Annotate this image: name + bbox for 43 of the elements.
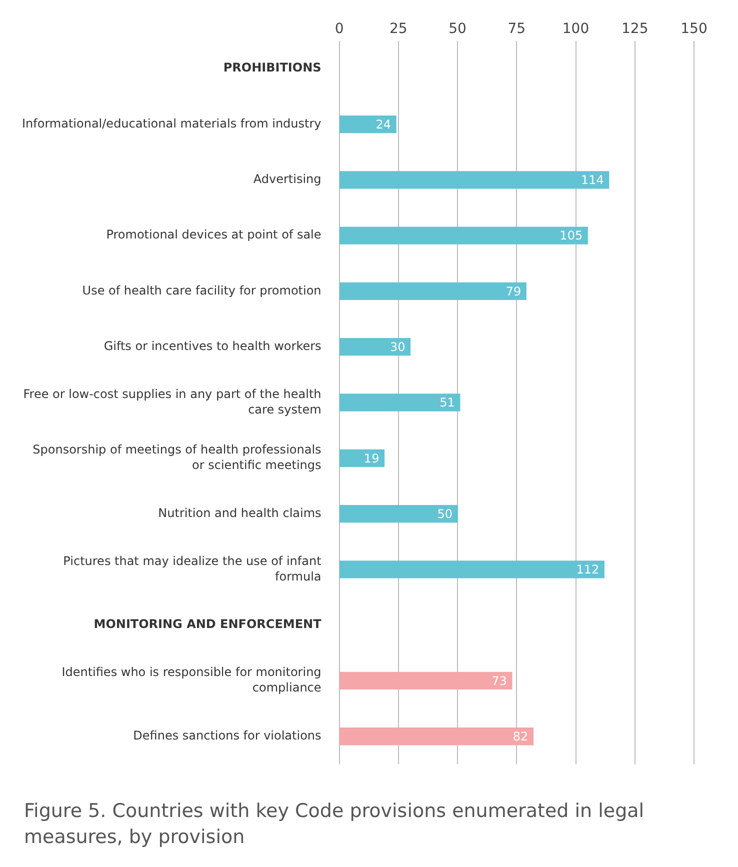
x-tick-label: 100	[562, 21, 590, 38]
y-tick-label: Identifies who is responsible for monitoring compliance	[62, 665, 322, 695]
data-label: 30	[390, 340, 406, 354]
x-tick-label: 50	[448, 21, 466, 38]
x-tick-label: 0	[334, 21, 344, 38]
x-tick-label: 150	[680, 21, 708, 38]
bar	[339, 338, 411, 356]
y-tick-label: Sponsorship of meetings of health professionals or scientific meetings	[32, 442, 322, 472]
data-label: 73	[492, 674, 507, 688]
bar	[339, 115, 396, 134]
data-label: 79	[506, 284, 522, 298]
y-tick-label: Use of health care facility for promotion	[82, 283, 322, 298]
bar	[339, 171, 610, 189]
bar	[339, 449, 385, 467]
data-label: 82	[512, 730, 528, 744]
bar	[339, 560, 604, 578]
y-tick-label: Pictures that may idealize the use of infant formula	[63, 554, 322, 584]
text: Figure 5. Countries with key Code provisions enumerated in legal measures, by provision	[24, 799, 646, 850]
x-tick-label: 25	[389, 21, 408, 38]
bar	[339, 504, 458, 523]
y-tick-label: Gifts or incentives to health workers	[104, 338, 322, 353]
bar	[339, 394, 460, 412]
x-tick-label: 75	[508, 21, 526, 38]
data-label: 51	[440, 396, 455, 410]
data-label: 112	[576, 562, 600, 577]
y-tick-label: Advertising	[253, 172, 322, 186]
y-tick-label: MONITORING AND ENFORCEMENT	[94, 617, 322, 632]
x-tick-label: 125	[622, 21, 648, 38]
data-label: 19	[364, 451, 380, 466]
y-tick-label: Free or low-cost supplies in any part of the health care system	[23, 386, 322, 416]
data-label: 50	[437, 506, 453, 521]
data-label: 105	[560, 228, 583, 243]
bar	[339, 672, 512, 690]
bar	[339, 282, 526, 300]
y-tick-label: Defines sanctions for violations	[133, 728, 322, 742]
bar	[339, 226, 588, 244]
y-tick-label: PROHIBITIONS	[223, 60, 322, 75]
y-tick-label: Informational/educational materials from industry	[22, 116, 322, 130]
y-tick-label: Nutrition and health claims	[158, 506, 322, 520]
data-label: 24	[376, 117, 392, 132]
y-tick-label: Promotional devices at point of sale	[106, 228, 322, 242]
bar	[339, 728, 534, 746]
data-label: 114	[580, 173, 604, 188]
